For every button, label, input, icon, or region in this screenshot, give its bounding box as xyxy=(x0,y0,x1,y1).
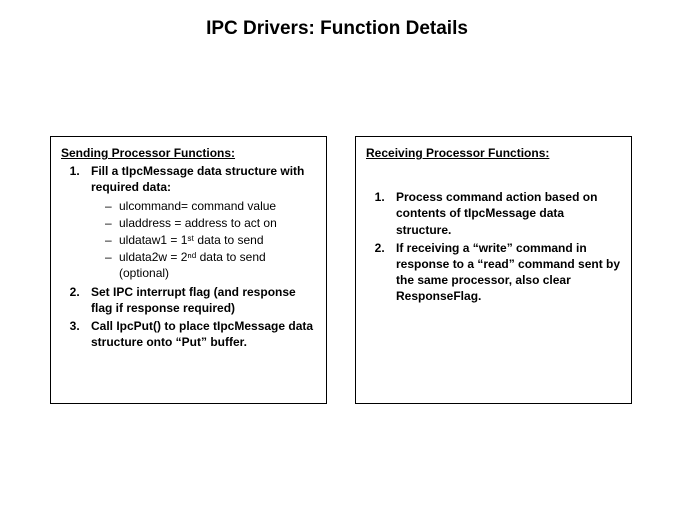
sending-sub-3: uldata2w = 2ⁿᵈ data to send (optional) xyxy=(105,249,316,281)
receiving-item-1: Process command action based on contents… xyxy=(388,189,621,238)
sending-item-1-text: Fill a tIpcMessage data structure with r… xyxy=(91,164,304,194)
columns-container: Sending Processor Functions: Fill a tIpc… xyxy=(50,136,632,404)
sending-item-1: Fill a tIpcMessage data structure with r… xyxy=(83,163,316,281)
sending-sub-0: ulcommand= command value xyxy=(105,198,316,214)
receiving-list: Process command action based on contents… xyxy=(366,189,621,304)
receiving-item-2: If receiving a “write” command in respon… xyxy=(388,240,621,305)
sending-item-3-text: Call IpcPut() to place tIpcMessage data … xyxy=(91,319,313,349)
sending-box: Sending Processor Functions: Fill a tIpc… xyxy=(50,136,327,404)
sending-list: Fill a tIpcMessage data structure with r… xyxy=(61,163,316,350)
sending-item-1-sublist: ulcommand= command value uladdress = add… xyxy=(91,198,316,282)
sending-heading: Sending Processor Functions: xyxy=(61,145,316,161)
sending-item-2: Set IPC interrupt flag (and response fla… xyxy=(83,284,316,316)
sending-sub-2: uldataw1 = 1ˢᵗ data to send xyxy=(105,232,316,248)
receiving-item-2-text: If receiving a “write” command in respon… xyxy=(396,241,620,304)
receiving-box: Receiving Processor Functions: Process c… xyxy=(355,136,632,404)
receiving-item-1-text: Process command action based on contents… xyxy=(396,190,597,236)
sending-item-2-text: Set IPC interrupt flag (and response fla… xyxy=(91,285,296,315)
sending-item-3: Call IpcPut() to place tIpcMessage data … xyxy=(83,318,316,350)
page-title: IPC Drivers: Function Details xyxy=(0,18,674,40)
sending-sub-1: uladdress = address to act on xyxy=(105,215,316,231)
receiving-heading: Receiving Processor Functions: xyxy=(366,145,621,161)
